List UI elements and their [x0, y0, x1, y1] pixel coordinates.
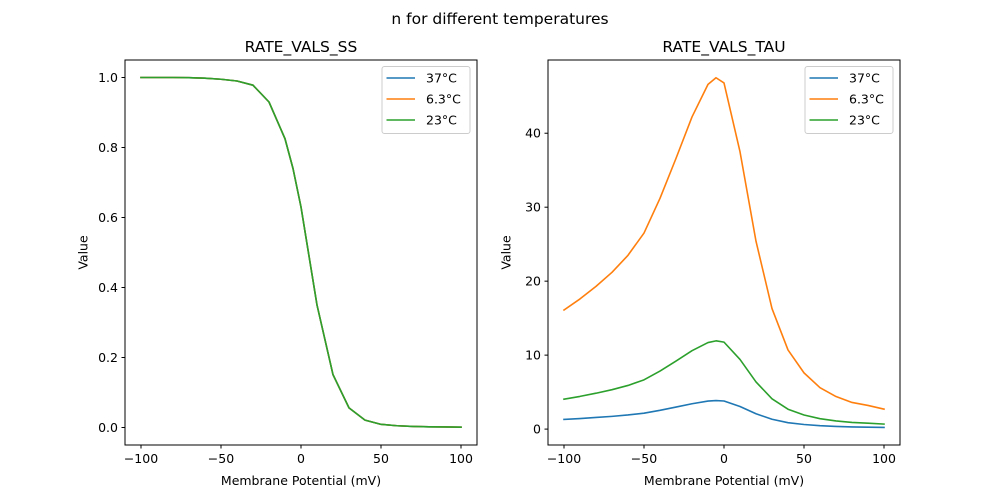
legend-label: 37°C	[426, 71, 457, 86]
x-tick-label: 0	[720, 451, 728, 466]
y-tick-label: 10	[525, 348, 541, 363]
legend: 37°C 6.3°C 23°C	[381, 66, 471, 134]
x-axis-label: Membrane Potential (mV)	[221, 473, 381, 488]
x-tick-label: 50	[373, 451, 389, 466]
x-tick-label: −100	[124, 451, 158, 466]
series-line-37C	[563, 399, 885, 429]
x-tick-label: 100	[449, 451, 473, 466]
subplot-rate-vals-tau: RATE_VALS_TAU Membrane Potential (mV) Va…	[498, 38, 901, 488]
legend-box	[381, 66, 471, 134]
series-line-23C	[140, 76, 462, 428]
legend-box	[804, 66, 894, 134]
x-axis-label: Membrane Potential (mV)	[644, 473, 804, 488]
y-tick-label: 20	[525, 274, 541, 289]
y-tick-label: 0.6	[98, 210, 118, 225]
legend-label: 23°C	[426, 113, 457, 128]
legend-label: 6.3°C	[426, 92, 461, 107]
y-tick-label: 0.4	[98, 280, 118, 295]
series-line-23C	[563, 340, 885, 425]
y-tick-label: 1.0	[98, 70, 118, 85]
subplot-title: RATE_VALS_SS	[245, 38, 358, 57]
x-tick-label: −50	[631, 451, 657, 466]
subplot-title: RATE_VALS_TAU	[662, 38, 785, 57]
series-line-6-3C	[562, 76, 885, 411]
plot-area	[562, 76, 885, 429]
y-tick-label: 30	[525, 200, 541, 215]
x-tick-label: 100	[872, 451, 896, 466]
legend-label: 23°C	[849, 113, 880, 128]
x-tick-label: −50	[208, 451, 234, 466]
plot-area	[140, 76, 462, 428]
y-axis-label: Value	[498, 235, 513, 270]
x-tick-label: 0	[297, 451, 305, 466]
legend: 37°C 6.3°C 23°C	[804, 66, 894, 134]
legend-label: 37°C	[849, 71, 880, 86]
x-tick-label: 50	[796, 451, 812, 466]
y-tick-label: 0.2	[98, 350, 118, 365]
y-tick-label: 0	[533, 421, 541, 436]
y-tick-label: 0.0	[98, 420, 118, 435]
x-tick-label: −100	[547, 451, 581, 466]
subplot-rate-vals-ss: RATE_VALS_SS Membrane Potential (mV) Val…	[75, 38, 478, 488]
y-axis-label: Value	[75, 235, 90, 270]
legend-label: 6.3°C	[849, 92, 884, 107]
y-tick-label: 40	[525, 126, 541, 141]
figure-suptitle: n for different temperatures	[391, 10, 608, 28]
y-tick-label: 0.8	[98, 140, 118, 155]
